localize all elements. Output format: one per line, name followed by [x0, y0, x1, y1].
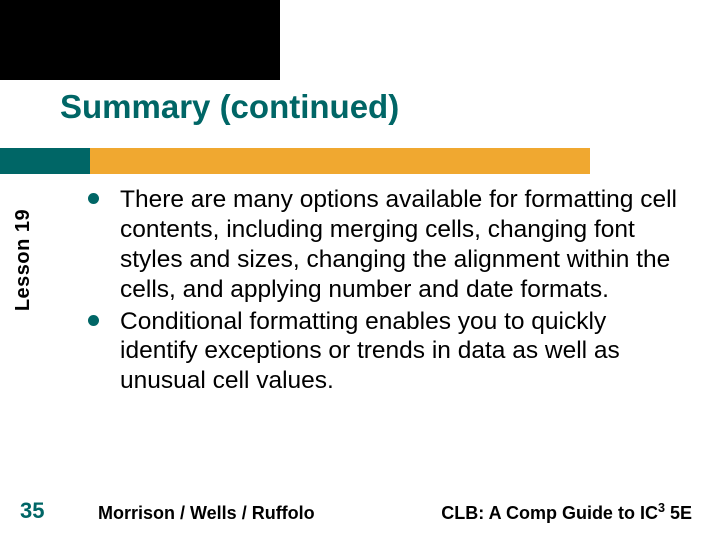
content-area: There are many options available for for…	[88, 185, 685, 398]
slide-number: 35	[20, 498, 44, 524]
authors: Morrison / Wells / Ruffolo	[98, 503, 315, 524]
divider-teal	[0, 148, 90, 174]
footer: 35 Morrison / Wells / Ruffolo CLB: A Com…	[0, 494, 720, 526]
title-area: Summary (continued)	[60, 88, 690, 126]
top-accent-bar	[0, 0, 280, 80]
bullet-text: Conditional formatting enables you to qu…	[120, 308, 620, 395]
book-prefix: CLB: A Comp Guide to IC	[441, 503, 658, 523]
list-item: There are many options available for for…	[88, 185, 685, 305]
slide-title: Summary (continued)	[60, 88, 690, 126]
divider-bar	[0, 148, 720, 174]
bullet-text: There are many options available for for…	[120, 186, 677, 303]
book-suffix: 5E	[665, 503, 692, 523]
lesson-label: Lesson 19	[12, 209, 35, 311]
bullet-icon	[88, 193, 99, 204]
divider-gold	[90, 148, 590, 174]
book-superscript: 3	[658, 501, 665, 515]
book-title: CLB: A Comp Guide to IC3 5E	[441, 501, 692, 524]
bullet-icon	[88, 315, 99, 326]
list-item: Conditional formatting enables you to qu…	[88, 307, 685, 397]
bullet-list: There are many options available for for…	[88, 185, 685, 396]
